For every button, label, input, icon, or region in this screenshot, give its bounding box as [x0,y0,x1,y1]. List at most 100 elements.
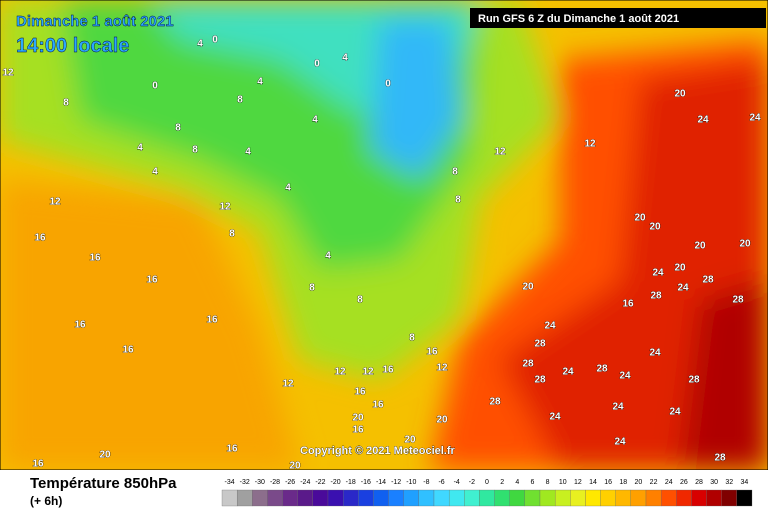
contour-label: 20 [352,413,364,424]
contour-label: 8 [452,167,458,178]
footer-subtitle: (+ 6h) [30,494,62,508]
legend-swatch [524,489,541,507]
legend-label: 30 [710,479,718,486]
legend-label: -10 [406,479,416,486]
legend-label: 32 [725,479,733,486]
contour-label: 28 [522,359,534,370]
contour-label: 4 [257,77,263,88]
legend-swatch [358,489,374,507]
legend-label: 6 [530,479,534,486]
contour-label: 20 [289,461,301,472]
contour-label: 16 [146,275,158,286]
legend-swatch [297,489,314,507]
contour-label: 16 [226,444,238,455]
contour-label: 20 [522,282,534,293]
legend-label: -2 [469,479,475,486]
contour-label: 20 [99,450,111,461]
contour-label: 16 [122,345,134,356]
legend-swatch [236,489,253,507]
contour-label: 24 [614,437,626,448]
legend-swatch [660,489,677,507]
legend-swatch [600,489,616,507]
legend-label: 20 [635,479,643,486]
contour-label: 12 [334,367,346,378]
contour-label: 8 [192,145,198,156]
contour-label: 28 [650,291,662,302]
contour-label: 8 [409,333,415,344]
legend-label: -22 [315,479,325,486]
contour-label: 0 [314,59,320,70]
contour-label: 28 [489,397,501,408]
contour-label: 20 [739,239,751,250]
contour-label: 24 [669,407,681,418]
contour-label: 28 [596,364,608,375]
contour-label: 4 [285,183,291,194]
contour-label: 8 [229,229,235,240]
contour-label: 28 [534,375,546,386]
contour-label: 4 [325,251,331,262]
contour-label: 20 [634,213,646,224]
legend-swatch [736,489,753,507]
legend-swatch [464,489,480,507]
legend-label: -26 [285,479,295,486]
legend-label: 18 [619,479,627,486]
contour-label: 8 [175,123,181,134]
legend-swatch [676,489,692,507]
legend-label: 10 [559,479,567,486]
contour-label: 12 [49,197,61,208]
contour-label: 24 [649,348,661,359]
legend-swatch [691,489,707,507]
legend-label: 2 [500,479,504,486]
contour-label: 8 [455,195,461,206]
legend-label: -24 [300,479,310,486]
legend-label: 22 [650,479,658,486]
legend-label: -28 [270,479,280,486]
contour-label: 24 [544,321,556,332]
legend-label: 34 [741,479,749,486]
contour-label: 28 [702,275,714,286]
legend-label: -12 [391,479,401,486]
map-title: Dimanche 1 août 2021 [16,13,174,30]
legend-label: 4 [515,479,519,486]
contour-label: 12 [282,379,294,390]
legend-label: -6 [438,479,444,486]
contour-label: 4 [197,39,203,50]
contour-label: 16 [206,315,218,326]
contour-label: 24 [677,283,689,294]
legend-swatch [403,489,420,507]
legend-label: -16 [361,479,371,486]
contour-label: 12 [2,68,14,79]
legend-swatch [554,489,571,507]
contour-label: 4 [245,147,251,158]
legend-swatch [373,489,389,507]
contour-label: 24 [619,371,631,382]
contour-label: 24 [749,113,761,124]
contour-label: 0 [152,81,158,92]
contour-label: 28 [714,453,726,464]
legend-swatch [433,489,450,507]
map-time: 14:00 locale [16,35,129,57]
contour-label: 16 [622,299,634,310]
contour-label: 12 [494,147,506,158]
contour-label: 20 [649,222,661,233]
legend-swatch [570,489,586,507]
contour-label: 20 [674,263,686,274]
legend-swatch [327,489,344,507]
legend-swatch [267,489,283,507]
contour-label: 16 [32,459,44,470]
legend-label: -18 [346,479,356,486]
legend-swatch [342,489,359,507]
legend-label: 8 [546,479,550,486]
legend-swatch [706,489,722,507]
contour-label: 16 [354,387,366,398]
legend-swatch [645,489,662,507]
contour-label: 20 [436,415,448,426]
contour-label: 4 [312,115,318,126]
legend-label: 12 [574,479,582,486]
legend-label: -8 [423,479,429,486]
legend-swatch [282,489,298,507]
contour-label: 4 [137,143,143,154]
contour-label: 8 [309,283,315,294]
copyright: Copyright © 2021 Meteociel.fr [300,445,456,457]
